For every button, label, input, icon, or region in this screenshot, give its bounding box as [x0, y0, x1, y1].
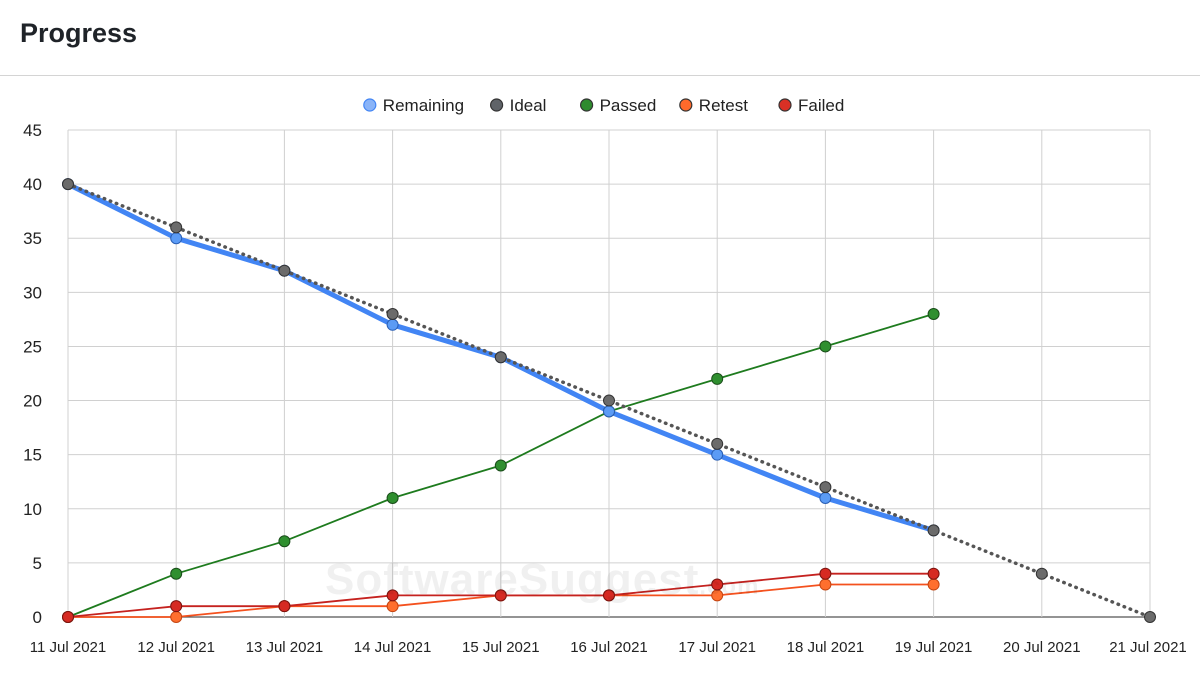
point-retest [927, 578, 940, 591]
point-remaining [819, 491, 832, 504]
legend-marker [363, 98, 377, 112]
x-tick-label: 13 Jul 2021 [246, 639, 324, 656]
legend-item: Remaining [363, 96, 464, 115]
y-tick-label: 10 [23, 500, 42, 519]
legend-marker [778, 98, 792, 112]
x-tick-label: 19 Jul 2021 [895, 639, 973, 656]
header-divider [0, 75, 1200, 76]
point-remaining [603, 405, 615, 418]
x-tick-label: 15 Jul 2021 [462, 639, 540, 656]
point-retest [819, 578, 832, 591]
y-tick-label: 30 [23, 283, 42, 302]
point-failed [927, 567, 940, 580]
point-ideal [711, 437, 724, 450]
point-ideal [170, 221, 183, 234]
point-passed [278, 535, 291, 548]
point-ideal [1144, 611, 1156, 623]
point-retest [170, 611, 183, 623]
legend-item: Ideal [490, 96, 547, 115]
legend-marker [579, 98, 594, 112]
y-tick-label: 25 [23, 337, 42, 356]
legend-label: Passed [600, 96, 657, 115]
y-tick-label: 5 [33, 554, 42, 573]
point-remaining [170, 232, 183, 245]
x-tick-label: 14 Jul 2021 [354, 639, 432, 656]
x-tick-label: 11 Jul 2021 [30, 639, 106, 656]
point-failed [278, 600, 291, 613]
point-failed [170, 600, 183, 613]
markers-failed [62, 567, 940, 623]
legend-label: Remaining [383, 96, 464, 115]
legend-label: Failed [798, 96, 844, 115]
point-passed [927, 307, 940, 320]
point-failed [819, 567, 832, 580]
legend-item: Retest [679, 96, 748, 115]
y-tick-label: 40 [23, 175, 42, 194]
x-tick-label: 17 Jul 2021 [678, 639, 756, 656]
x-tick-label: 18 Jul 2021 [787, 639, 865, 656]
watermark-main: SoftwareSuggest [325, 555, 700, 604]
point-failed [62, 611, 74, 623]
legend-item: Passed [579, 96, 657, 115]
point-ideal [603, 394, 615, 407]
point-ideal [1035, 567, 1048, 580]
x-tick-label: 20 Jul 2021 [1003, 639, 1081, 656]
legend-label: Retest [699, 96, 748, 115]
legend-item: Failed [778, 96, 844, 115]
point-ideal [819, 481, 832, 494]
point-ideal [62, 178, 74, 191]
legend: Remaining Ideal Passed Retest Failed [363, 96, 844, 115]
point-passed [386, 491, 399, 504]
series-line-ideal [66, 182, 1152, 619]
point-passed [494, 459, 507, 472]
point-passed [711, 372, 724, 385]
point-ideal [278, 264, 291, 277]
markers-ideal [62, 178, 1156, 623]
point-passed [170, 567, 183, 580]
watermark-suffix: .com [699, 573, 760, 600]
point-failed [386, 589, 399, 602]
watermark: SoftwareSuggest.com [325, 555, 759, 605]
page-title: Progress [20, 18, 138, 48]
legend-label: Ideal [510, 96, 547, 115]
point-failed [711, 578, 724, 591]
point-failed [494, 589, 507, 602]
point-remaining [711, 448, 724, 461]
point-ideal [927, 524, 940, 537]
y-tick-label: 45 [23, 121, 42, 140]
series-ideal [66, 182, 1152, 619]
progress-chart-svg: 0 5 10 15 20 25 30 35 40 45 11 Jul 2021 12 Jul 2021… [23, 96, 1187, 656]
y-tick-label: 0 [33, 608, 42, 627]
y-tick-label: 15 [23, 446, 42, 465]
legend-marker [490, 98, 504, 112]
point-passed [819, 340, 832, 353]
point-remaining [386, 318, 399, 331]
x-tick-label: 16 Jul 2021 [570, 639, 648, 656]
x-tick-label: 12 Jul 2021 [137, 639, 215, 656]
point-ideal [494, 351, 507, 364]
point-ideal [386, 307, 399, 320]
grid: 0 5 10 15 20 25 30 35 40 45 11 Jul 2021 12 Jul 2021… [23, 121, 1187, 656]
progress-chart: 0 5 10 15 20 25 30 35 40 45 11 Jul 2021 12 Jul 2021… [0, 80, 1200, 680]
legend-marker [679, 98, 693, 112]
x-tick-label: 21 Jul 2021 [1109, 639, 1187, 656]
y-tick-label: 20 [23, 392, 42, 411]
point-failed [603, 589, 615, 602]
y-tick-label: 35 [23, 229, 42, 248]
